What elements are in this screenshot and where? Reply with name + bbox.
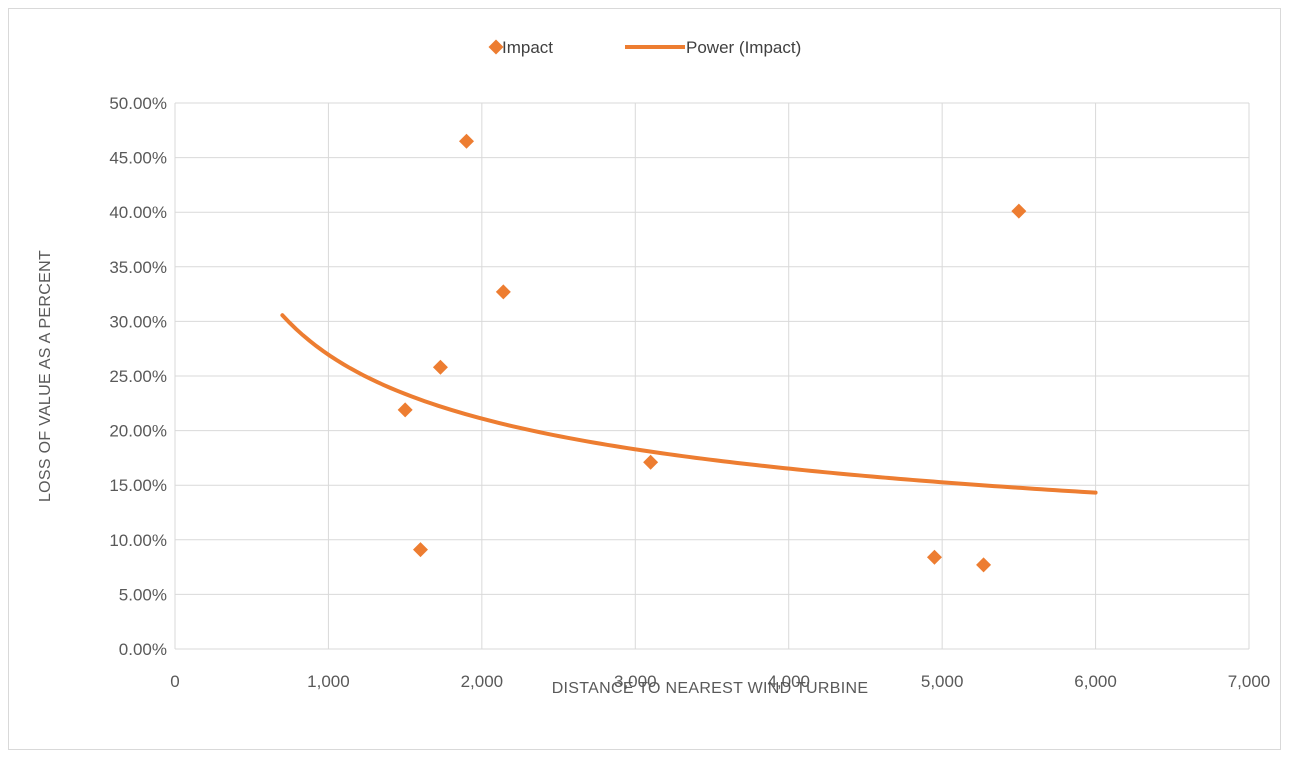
x-tick-label: 5,000: [921, 672, 964, 691]
x-tick-labels: 0 1,000 2,000 3,000 4,000 5,000 6,000 7,000: [170, 672, 1270, 691]
scatter-points: [397, 133, 1027, 573]
y-tick-labels: 0.00% 5.00% 10.00% 15.00% 20.00% 25.00% 30.00%…: [109, 94, 167, 659]
x-axis-title: DISTANCE TO NEAREST WIND TURBINE: [552, 680, 869, 697]
y-tick-label: 45.00%: [109, 149, 167, 168]
y-tick-label: 10.00%: [109, 531, 167, 550]
y-tick-label: 20.00%: [109, 422, 167, 441]
x-tick-label: 1,000: [307, 672, 350, 691]
x-tick-label: 6,000: [1074, 672, 1117, 691]
y-tick-label: 5.00%: [119, 585, 167, 604]
x-tick-label: 4,000: [767, 672, 810, 691]
legend-label-impact: Impact: [502, 38, 553, 57]
data-point-impact: [495, 284, 511, 300]
y-tick-label: 0.00%: [119, 640, 167, 659]
legend: Impact Power (Impact): [488, 38, 801, 57]
y-tick-label: 50.00%: [109, 94, 167, 113]
data-point-impact: [926, 549, 942, 565]
legend-marker-impact: [488, 39, 504, 55]
data-point-impact: [1011, 203, 1027, 219]
data-point-impact: [397, 402, 413, 418]
y-tick-label: 25.00%: [109, 367, 167, 386]
data-point-impact: [976, 557, 992, 573]
x-tick-label: 3,000: [614, 672, 657, 691]
x-tick-label: 0: [170, 672, 179, 691]
y-tick-label: 30.00%: [109, 312, 167, 331]
trendline-group: [280, 313, 1098, 495]
data-point-impact: [459, 133, 475, 149]
y-tick-label: 35.00%: [109, 258, 167, 277]
data-point-impact: [412, 542, 428, 558]
data-point-impact: [643, 454, 659, 470]
y-tick-label: 15.00%: [109, 476, 167, 495]
y-tick-label: 40.00%: [109, 203, 167, 222]
x-tick-label: 7,000: [1228, 672, 1271, 691]
trendline-power-impact: [280, 313, 1098, 495]
chart-frame: [8, 8, 1281, 750]
x-tick-label: 2,000: [461, 672, 504, 691]
y-axis-title: LOSS OF VALUE AS A PERCENT: [37, 250, 54, 502]
gridlines: [174, 102, 1250, 650]
legend-label-power: Power (Impact): [686, 38, 801, 57]
data-point-impact: [432, 359, 448, 375]
